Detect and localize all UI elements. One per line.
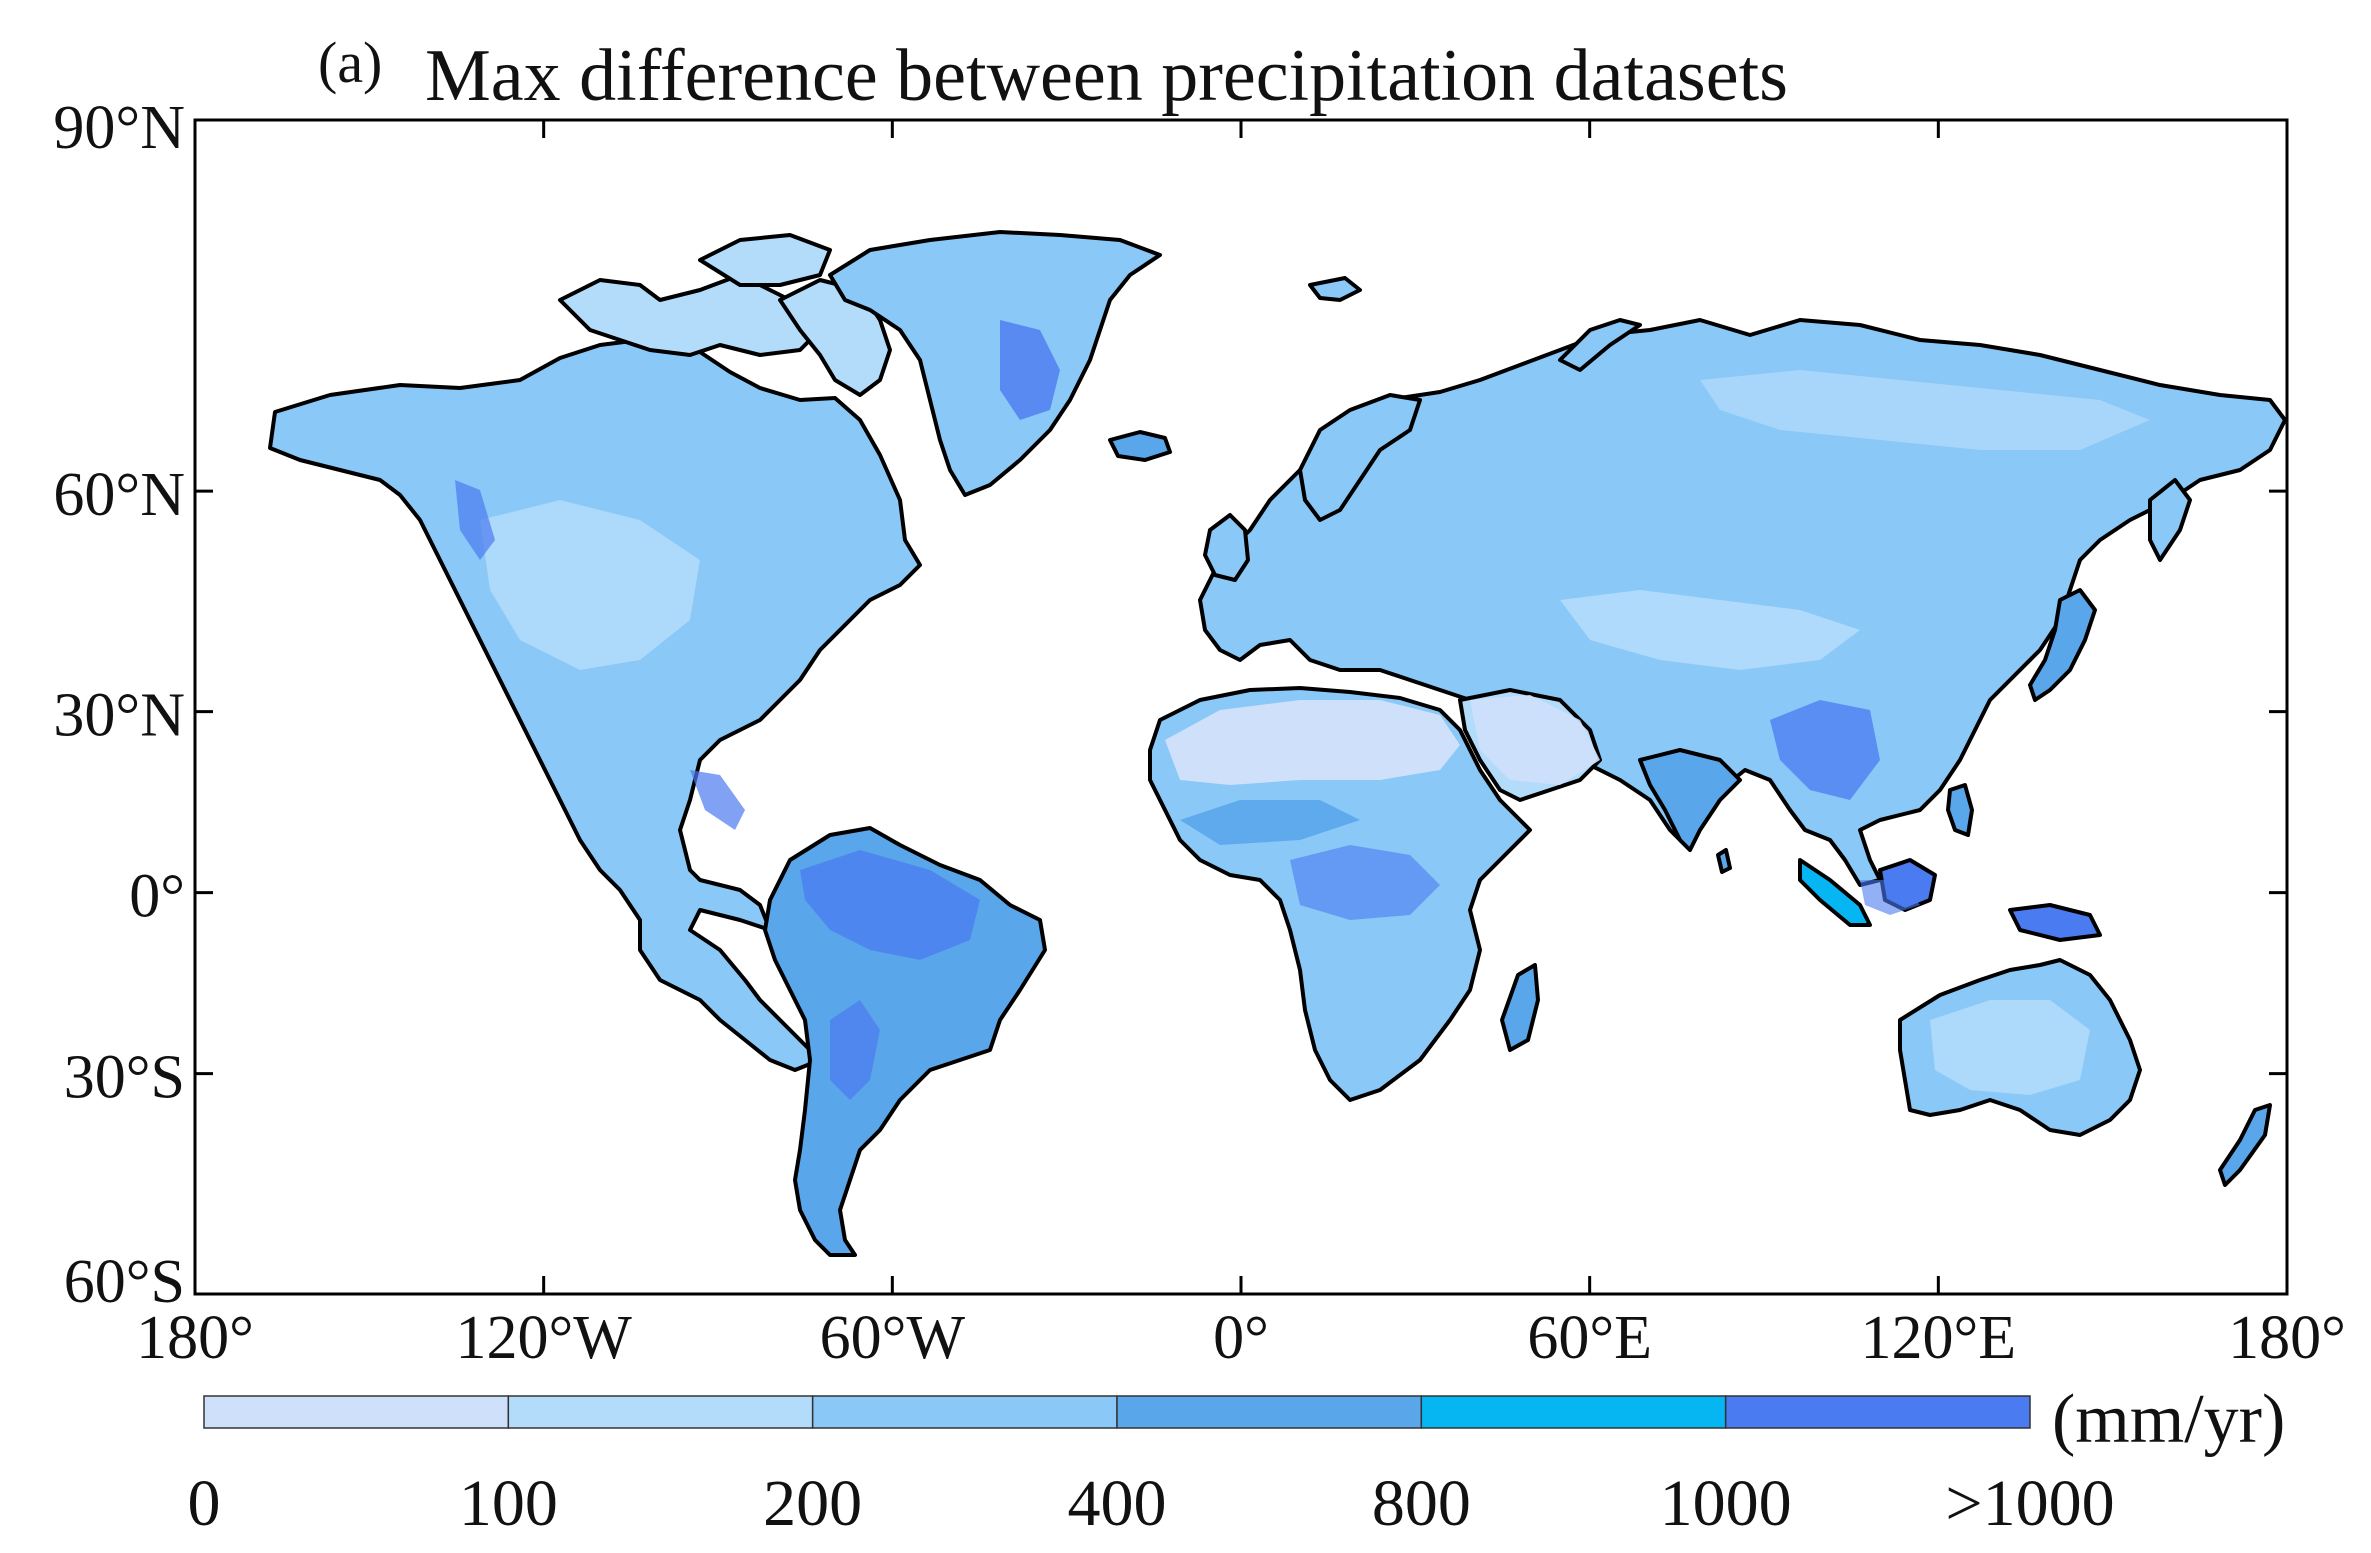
lon-tick-label: 60°E xyxy=(1527,1304,1652,1372)
panel-label: (a) xyxy=(318,30,382,95)
australia-dry-region xyxy=(1930,1000,2090,1095)
andes-high-region xyxy=(830,1000,880,1100)
colorbar-tick-label: >1000 xyxy=(1945,1467,2114,1540)
southeast-asia-high-region xyxy=(1770,700,1880,800)
pacific-nw-high-region xyxy=(455,480,495,560)
scandinavia xyxy=(1298,393,1422,522)
south-america-landmass xyxy=(763,826,1047,1257)
lon-tick-label: 180° xyxy=(136,1304,254,1372)
colorbar-swatch xyxy=(1724,1395,2031,1429)
colorbar-tick-label: 100 xyxy=(459,1467,558,1540)
central-america-high-region xyxy=(690,770,745,830)
colorbar-tick-label: 1000 xyxy=(1660,1467,1792,1540)
colorbar-swatch xyxy=(1116,1395,1423,1429)
sumatra xyxy=(1798,858,1872,927)
lon-tick-label: 120°E xyxy=(1860,1304,2016,1372)
north-america-landmass xyxy=(268,338,922,1072)
british-isles xyxy=(1203,513,1250,582)
svalbard xyxy=(1308,276,1362,302)
japan xyxy=(2028,588,2097,702)
lat-tick-label: 90°N xyxy=(53,94,185,162)
colorbar xyxy=(203,1395,2031,1429)
lon-tick-label: 180° xyxy=(2228,1304,2346,1372)
india-subcontinent xyxy=(1638,748,1742,852)
central-asia-dry-region xyxy=(1560,590,1860,670)
colorbar-swatch xyxy=(507,1395,814,1429)
amazon-high-region xyxy=(800,850,980,960)
colorbar-tick-label: 0 xyxy=(188,1467,221,1540)
colorbar-tick-label: 800 xyxy=(1372,1467,1471,1540)
latitude-axis: 90°N 60°N 30°N 0° 30°S 60°S xyxy=(53,94,2287,1316)
colorbar-tick-labels: 0 100 200 400 800 1000 >1000 xyxy=(188,1467,2115,1540)
sahara-dry-region xyxy=(1165,700,1460,785)
lat-tick-label: 30°S xyxy=(64,1044,185,1112)
kamchatka xyxy=(2148,478,2192,562)
indonesia-high-region xyxy=(1860,880,1920,915)
new-guinea xyxy=(2008,903,2102,942)
west-africa-coast-region xyxy=(1180,800,1360,845)
lat-tick-label: 60°S xyxy=(64,1248,185,1316)
greenland-high-region xyxy=(1000,320,1060,420)
siberia-light-region xyxy=(1700,370,2150,450)
colorbar-swatch xyxy=(811,1395,1118,1429)
lat-tick-label: 0° xyxy=(129,863,185,931)
ellesmere-island xyxy=(698,233,832,287)
colorbar-tick-label: 400 xyxy=(1068,1467,1167,1540)
congo-high-region xyxy=(1290,845,1440,920)
colorbar-tick-label: 200 xyxy=(763,1467,862,1540)
new-zealand xyxy=(2218,1103,2272,1187)
madagascar xyxy=(1500,963,1540,1052)
lon-tick-label: 60°W xyxy=(820,1304,966,1372)
longitude-axis: 180° 120°W 60°W 0° 60°E 120°E 180° xyxy=(136,120,2346,1372)
lon-tick-label: 120°W xyxy=(456,1304,633,1372)
middle-east-dry-region xyxy=(1470,695,1600,785)
iceland xyxy=(1108,430,1172,462)
map-title: Max difference between precipitation dat… xyxy=(425,35,1788,117)
north-america-light-region xyxy=(480,500,700,670)
lat-tick-label: 60°N xyxy=(53,461,185,529)
greenland-landmass xyxy=(828,230,1162,497)
colorbar-swatch xyxy=(203,1395,510,1429)
philippines xyxy=(1946,783,1974,837)
colorbar-swatch xyxy=(1420,1395,1727,1429)
precip-shading-layer xyxy=(455,320,2150,1100)
lat-tick-label: 30°N xyxy=(53,682,185,750)
colorbar-unit: (mm/yr) xyxy=(2052,1381,2285,1458)
novaya-zemlya xyxy=(1558,318,1642,372)
map-area xyxy=(195,120,2287,1294)
lon-tick-label: 0° xyxy=(1213,1304,1269,1372)
sri-lanka xyxy=(1716,848,1732,874)
